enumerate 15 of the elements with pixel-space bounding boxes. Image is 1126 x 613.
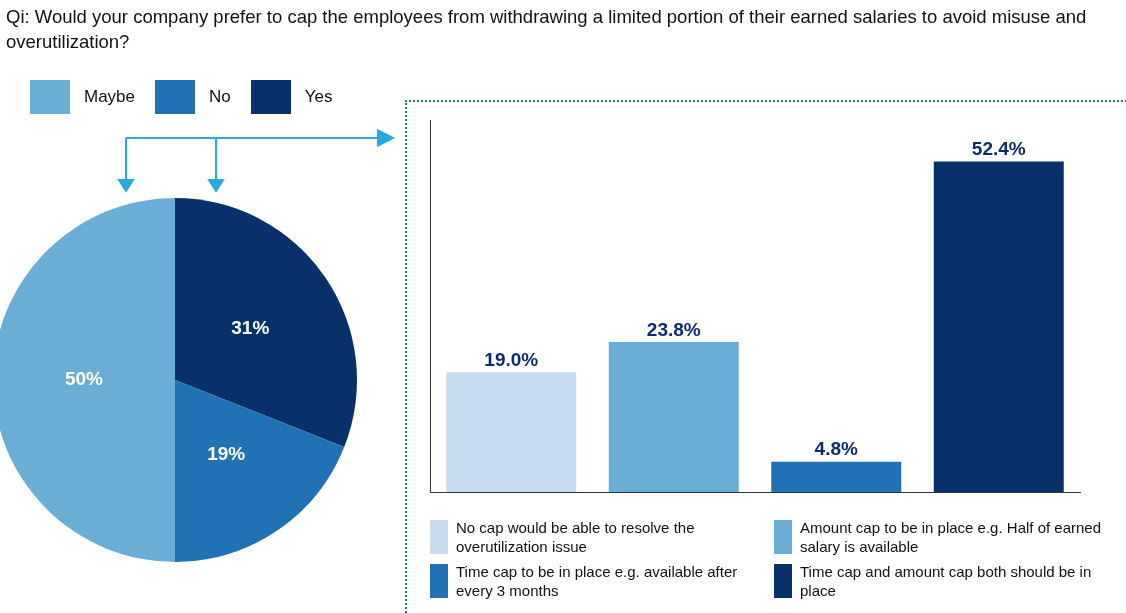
data-label: 19.0% bbox=[484, 348, 539, 370]
data-label: 31% bbox=[231, 317, 270, 339]
legend-label: Time cap and amount cap both should be in place bbox=[800, 562, 1093, 600]
legend-label: Yes bbox=[304, 87, 333, 107]
data-label: 23.8% bbox=[646, 318, 701, 340]
data-label: 52.4% bbox=[971, 138, 1026, 160]
legend-label: Time cap to be in place e.g. available after every 3 months bbox=[456, 562, 739, 600]
data-label: 19% bbox=[207, 443, 246, 465]
legend-label: Maybe bbox=[84, 87, 136, 107]
data-label: 50% bbox=[64, 368, 104, 390]
legend-label: Amount cap to be in place e.g. Half of earned salary is available bbox=[800, 518, 1103, 556]
legend-label: No bbox=[209, 87, 231, 107]
data-label: 4.8% bbox=[814, 438, 859, 460]
text: Qi: Would your company prefer to cap the employees from withdrawing a limited portion of their earned salaries to avoid misuse and overutilization? bbox=[6, 5, 1088, 54]
legend-label: No cap would be able to resolve the overutilization issue bbox=[456, 518, 696, 556]
